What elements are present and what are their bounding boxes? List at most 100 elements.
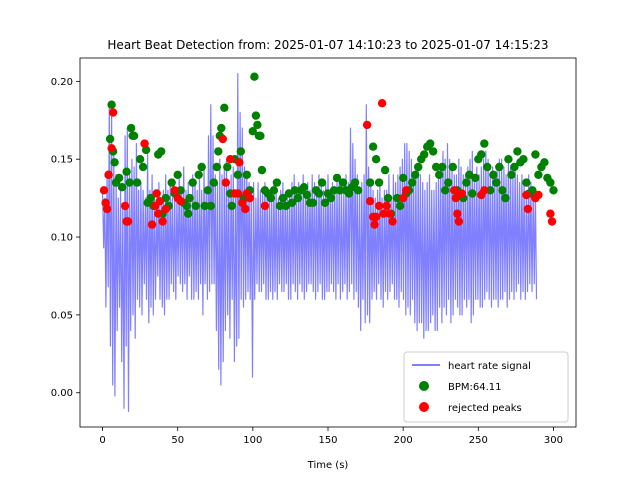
accepted-peak-point <box>105 134 115 144</box>
accepted-peak-point <box>141 145 151 155</box>
rejected-peak-point <box>523 204 533 214</box>
accepted-peak-point <box>507 170 516 179</box>
legend-rejected-swatch <box>419 402 429 412</box>
accepted-peak-point <box>383 193 393 203</box>
rejected-peak-point <box>379 209 388 218</box>
rejected-peak-point <box>241 204 250 214</box>
accepted-peak-point <box>329 186 339 195</box>
rejected-peak-point <box>245 193 254 203</box>
x-tick-label: 200 <box>394 435 413 446</box>
rejected-peak-point <box>123 217 133 226</box>
rejected-peak-point <box>233 189 242 198</box>
accepted-peak-point <box>326 193 336 203</box>
accepted-peak-point <box>513 147 522 156</box>
rejected-peak-point <box>107 144 116 153</box>
accepted-peak-point <box>501 193 510 203</box>
accepted-peak-point <box>278 193 288 203</box>
accepted-peak-point <box>220 103 229 113</box>
x-tick-label: 150 <box>318 435 337 446</box>
y-tick-label: 0.15 <box>51 155 73 166</box>
accepted-peak-point <box>242 170 251 179</box>
rejected-peak-point <box>450 186 459 195</box>
accepted-peak-point <box>227 201 236 211</box>
accepted-peak-point <box>293 193 303 203</box>
y-axis: 0.00 0.05 0.10 0.15 0.20 <box>51 77 80 399</box>
accepted-peak-point <box>233 170 242 179</box>
accepted-peak-point <box>266 193 276 203</box>
accepted-peak-point <box>486 186 495 195</box>
rejected-peak-point <box>365 197 375 206</box>
x-axis: 0 50 100 150 200 250 300 <box>99 427 563 446</box>
rejected-peak-point <box>99 186 109 195</box>
accepted-peak-point <box>302 190 312 200</box>
rejected-peak-point <box>147 220 157 229</box>
accepted-peak-point <box>206 201 215 211</box>
x-tick-label: 100 <box>243 435 262 446</box>
accepted-peak-point <box>420 150 429 159</box>
accepted-peak-point <box>250 72 259 81</box>
accepted-peak-point <box>197 162 206 172</box>
accepted-peak-point <box>248 127 257 136</box>
accepted-peak-point <box>468 189 477 198</box>
accepted-peak-point <box>335 186 345 195</box>
accepted-peak-point <box>332 173 342 183</box>
x-axis-label: Time (s) <box>307 460 349 471</box>
y-tick-label: 0.20 <box>51 77 73 88</box>
rejected-peak-point <box>547 217 557 226</box>
accepted-peak-point <box>251 111 261 120</box>
rejected-peak-point <box>104 170 113 179</box>
accepted-peak-point <box>510 162 519 172</box>
accepted-peak-point <box>236 147 245 156</box>
accepted-peak-point <box>380 165 390 175</box>
rejected-peak-point <box>155 197 164 206</box>
plot-area <box>79 57 577 428</box>
legend-accepted-label: BPM:64.11 <box>448 382 502 393</box>
accepted-peak-point <box>126 123 136 133</box>
accepted-peak-point <box>188 178 197 187</box>
rejected-peak-point <box>362 120 372 130</box>
accepted-peak-point <box>438 162 447 172</box>
rejected-peak-point <box>453 209 462 218</box>
accepted-peak-point <box>173 170 182 179</box>
accepted-peak-point <box>522 178 531 187</box>
accepted-peak-point <box>146 193 155 203</box>
legend-box <box>403 351 569 423</box>
x-tick-label: 0 <box>99 435 105 446</box>
rejected-peak-point <box>176 197 185 206</box>
rejected-peak-point <box>451 193 460 203</box>
accepted-peak-point <box>269 186 279 195</box>
rejected-peak-point <box>120 201 130 211</box>
accepted-peak-point <box>110 158 119 167</box>
legend-accepted-swatch <box>419 381 429 391</box>
accepted-peak-point <box>257 165 267 175</box>
accepted-peak-point <box>122 167 131 176</box>
rejected-peak-point <box>102 204 112 214</box>
accepted-peak-point <box>365 178 375 187</box>
accepted-peak-point <box>519 155 528 164</box>
accepted-peak-point <box>253 120 262 130</box>
rejected-peak-point <box>457 189 466 198</box>
accepted-peak-point <box>287 198 297 207</box>
rejected-peak-point <box>388 217 397 226</box>
rejected-peak-point <box>260 201 270 211</box>
accepted-peak-point <box>540 158 549 167</box>
rejected-peak-point <box>170 186 179 195</box>
accepted-peak-point <box>314 189 324 198</box>
accepted-peak-point <box>353 186 363 195</box>
accepted-peak-point <box>414 162 423 172</box>
accepted-peak-point <box>408 178 417 187</box>
accepted-peak-point <box>471 173 480 183</box>
accepted-peak-point <box>492 178 501 187</box>
accepted-peak-point <box>272 178 282 187</box>
legend: heart rate signal BPM:64.11 rejected pea… <box>403 351 569 423</box>
accepted-peak-point <box>138 162 148 172</box>
accepted-peak-point <box>546 178 555 187</box>
accepted-peak-point <box>114 173 124 183</box>
rejected-peak-point <box>399 193 408 203</box>
accepted-peak-point <box>299 183 309 192</box>
y-tick-label: 0.05 <box>51 310 73 321</box>
accepted-peak-point <box>209 178 218 187</box>
accepted-peak-point <box>107 100 116 109</box>
accepted-peak-point <box>429 147 438 156</box>
accepted-peak-point <box>176 186 185 195</box>
